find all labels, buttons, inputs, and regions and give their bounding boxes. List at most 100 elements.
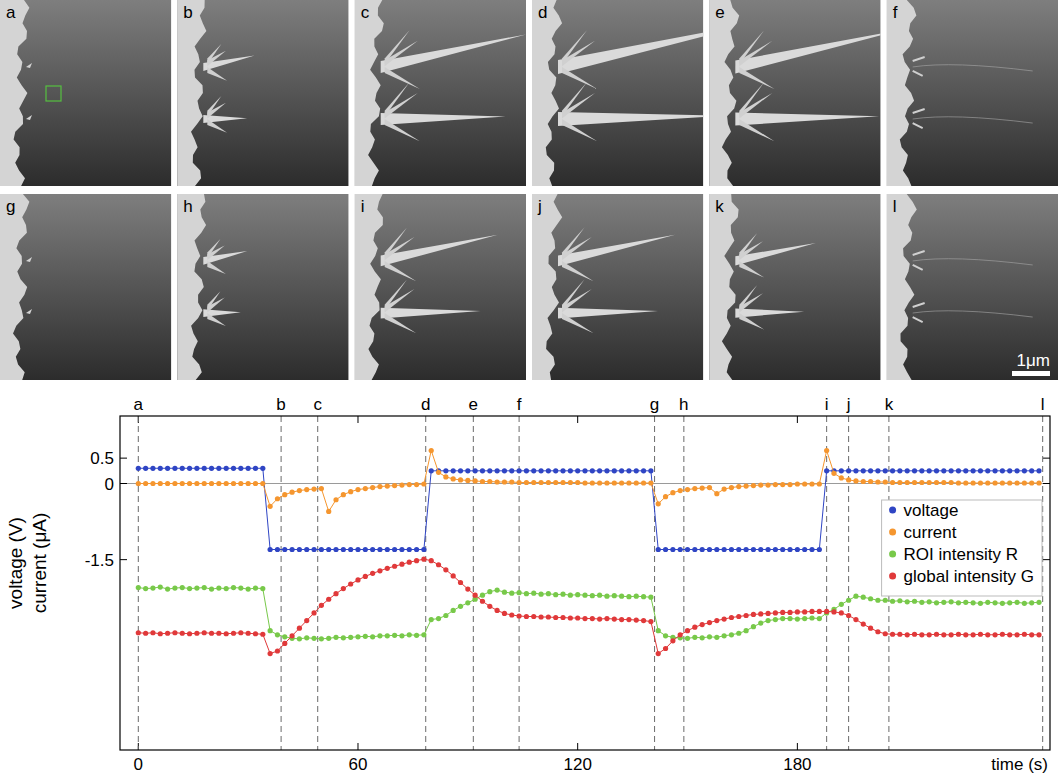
data-point [787, 616, 792, 621]
data-point [560, 480, 565, 485]
data-point [187, 631, 192, 636]
panel-background [709, 0, 880, 186]
data-point [436, 562, 441, 567]
data-point [297, 636, 302, 641]
data-point [795, 616, 800, 621]
data-point [824, 609, 829, 614]
panel-background [355, 194, 526, 380]
data-point [641, 468, 646, 473]
data-point [560, 592, 565, 597]
data-point [282, 492, 287, 497]
data-point [897, 632, 902, 637]
data-point [509, 479, 514, 484]
electrode [532, 194, 562, 380]
data-point [626, 617, 631, 622]
data-point [1029, 600, 1034, 605]
data-point [612, 593, 617, 598]
figure: abcdefghijkl1μm0.50-1.5060120180abcdefgh… [0, 0, 1058, 783]
data-point [941, 600, 946, 605]
data-point [919, 480, 924, 485]
event-line [519, 416, 520, 750]
data-point [919, 468, 924, 473]
data-point [1036, 468, 1041, 473]
event-label: d [421, 395, 430, 414]
data-point [729, 615, 734, 620]
data-point [890, 468, 895, 473]
data-point [1000, 468, 1005, 473]
data-point [333, 591, 338, 596]
event-line [826, 416, 827, 750]
data-point [370, 571, 375, 576]
data-point [941, 468, 946, 473]
data-point [429, 468, 434, 473]
data-point [392, 547, 397, 552]
data-point [971, 600, 976, 605]
data-point [194, 466, 199, 471]
stub [913, 109, 925, 128]
event-label: e [469, 395, 478, 414]
data-point [275, 632, 280, 637]
data-point [729, 485, 734, 490]
data-point [421, 547, 426, 552]
data-point [180, 631, 185, 636]
data-point [304, 547, 309, 552]
data-point [194, 585, 199, 590]
data-point [136, 630, 141, 635]
data-point [773, 482, 778, 487]
data-point [487, 468, 492, 473]
data-point [1036, 600, 1041, 605]
branch [739, 82, 764, 116]
data-point [905, 632, 910, 637]
data-point [714, 635, 719, 640]
event-label: i [825, 395, 829, 414]
dendrite [381, 34, 526, 73]
data-point [495, 479, 500, 484]
data-point [868, 468, 873, 473]
data-point [985, 480, 990, 485]
data-point [436, 470, 441, 475]
data-point [949, 599, 954, 604]
data-point [231, 585, 236, 590]
data-point [1014, 480, 1019, 485]
data-point [172, 585, 177, 590]
data-point [553, 592, 558, 597]
data-point [326, 597, 331, 602]
data-point [165, 586, 170, 591]
data-point [158, 466, 163, 471]
data-point [956, 600, 961, 605]
legend-marker [889, 551, 896, 558]
data-point [905, 480, 910, 485]
legend-label: ROI intensity R [904, 545, 1018, 564]
data-point [582, 616, 587, 621]
data-point [480, 479, 485, 484]
image-panel: i [355, 194, 526, 380]
data-point [700, 622, 705, 627]
panel-letter: k [715, 197, 724, 216]
data-point [319, 603, 324, 608]
data-point [194, 631, 199, 636]
data-point [180, 481, 185, 486]
dendrite [558, 308, 658, 319]
data-point [465, 600, 470, 605]
data-point [787, 547, 792, 552]
data-point [458, 580, 463, 585]
data-point [1029, 468, 1034, 473]
data-point [216, 481, 221, 486]
data-point [861, 479, 866, 484]
branch [207, 261, 225, 274]
data-point [868, 626, 873, 631]
data-point [985, 600, 990, 605]
data-point [202, 630, 207, 635]
data-point [538, 480, 543, 485]
data-point [934, 632, 939, 637]
data-point [582, 593, 587, 598]
branch [207, 67, 227, 81]
data-point [765, 618, 770, 623]
data-point [817, 616, 822, 621]
data-point [275, 496, 280, 501]
data-point [700, 547, 705, 552]
data-point [216, 585, 221, 590]
data-point [319, 486, 324, 491]
data-point [516, 468, 521, 473]
event-label: b [276, 395, 285, 414]
